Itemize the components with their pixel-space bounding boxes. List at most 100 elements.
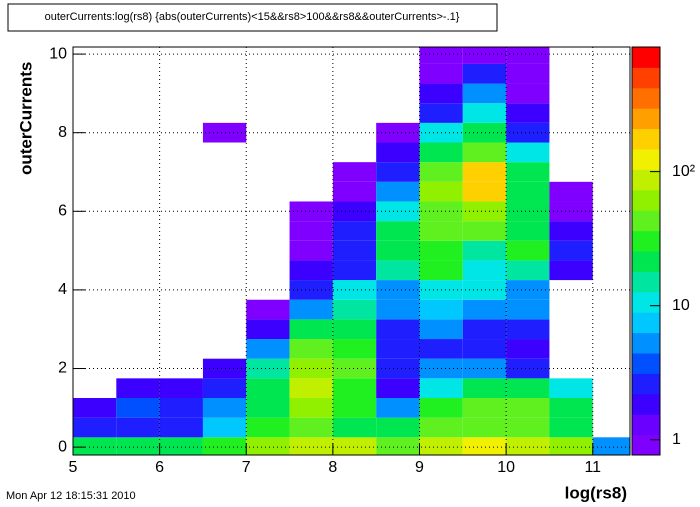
heatmap-cell [462,319,507,340]
heatmap-cell [202,378,247,399]
x-tick-label: 7 [242,459,251,476]
heatmap-cell [419,103,463,123]
y-tick-label: 8 [58,124,67,141]
colorbar-band [632,108,660,130]
heatmap-cell [506,437,550,455]
heatmap-cell [462,260,507,281]
heatmap-cell [289,221,333,241]
heatmap-cell [592,437,630,455]
heatmap-cell [73,398,117,418]
heatmap-cell [419,378,463,399]
heatmap-cell [506,142,550,163]
heatmap-cell [332,221,377,241]
heatmap-cell [419,398,463,418]
heatmap-cell [376,240,420,261]
heatmap-cell [419,181,463,202]
heatmap-cell [202,358,247,379]
heatmap-cell [506,339,550,359]
heatmap-cell [376,142,420,163]
heatmap-cell [376,398,420,418]
y-axis-title: outerCurrents [16,62,35,175]
heatmap-cell [419,221,463,241]
heatmap-cell [289,260,333,281]
heatmap-cell [462,201,507,222]
heatmap-cell [419,260,463,281]
heatmap-cell [462,181,507,202]
y-tick-label: 0 [58,438,67,455]
heatmap-cell [419,142,463,163]
heatmap-cell [376,437,420,455]
heatmap-cell [376,221,420,241]
heatmap-cell [202,437,247,455]
heatmap-cell [462,63,507,84]
colorbar-band [632,332,660,354]
colorbar-band [632,414,660,436]
heatmap-cell [549,437,593,455]
heatmap-cell [462,398,507,418]
heatmap-cell [462,339,507,359]
heatmap-cell [332,358,377,379]
heatmap-cell [419,240,463,261]
colorbar-band [632,189,660,211]
heatmap-cell [462,299,507,320]
heatmap-cell [506,417,550,438]
heatmap-cell [376,181,420,202]
chart-title: outerCurrents:log(rs8) {abs(outerCurrent… [45,11,460,23]
heatmap-cell [202,122,247,143]
z-tick-label: 10² [672,163,696,180]
heatmap-cell [159,378,203,399]
heatmap-cell [419,299,463,320]
heatmap-cell [376,339,420,359]
heatmap-cell [549,240,593,261]
heatmap-cell [332,280,377,300]
heatmap-cell [506,299,550,320]
heatmap-cell [419,417,463,438]
heatmap-cell [549,221,593,241]
heatmap-cell [332,299,377,320]
heatmap-cell [376,319,420,340]
heatmap-cell [549,378,593,399]
heatmap-cell [376,417,420,438]
colorbar-frame [631,46,661,456]
heatmap-cell [332,417,377,438]
heatmap-cell [289,437,333,455]
y-tick-label: 4 [58,281,67,298]
colorbar-band [632,373,660,395]
heatmap-cell [332,162,377,182]
colorbar-band [632,87,660,109]
colorbar-band [632,230,660,252]
heatmap-cell [332,181,377,202]
heatmap-cell [289,201,333,222]
heatmap-cell [116,437,160,455]
colorbar-band [632,312,660,334]
heatmap-cell [462,240,507,261]
colorbar-band [632,169,660,191]
heatmap-cell [246,398,290,418]
heatmap-cell [73,437,117,455]
x-tick-label: 9 [415,459,424,476]
heatmap-cell [549,260,593,281]
y-tick-label: 6 [58,203,67,220]
heatmap-cell [246,378,290,399]
heatmap-cell [506,103,550,123]
heatmap-cell [376,162,420,182]
heatmap-cell [332,240,377,261]
heatmap-cell [289,358,333,379]
heatmap-cell [549,398,593,418]
heatmap-cell [462,122,507,143]
heatmap-cell [246,417,290,438]
heatmap-cell [462,437,507,455]
heatmap-cell [506,358,550,379]
heatmap-cell [506,83,550,104]
heatmap-cell [506,122,550,143]
heatmap-cell [419,47,463,64]
heatmap-cell [506,162,550,182]
heatmap-cell [419,83,463,104]
heatmap-cell [419,437,463,455]
heatmap-cell [419,63,463,84]
colorbar-band [632,291,660,313]
heatmap [73,47,630,455]
heatmap-cell [462,142,507,163]
heatmap-cell [116,398,160,418]
heatmap-cell [506,280,550,300]
